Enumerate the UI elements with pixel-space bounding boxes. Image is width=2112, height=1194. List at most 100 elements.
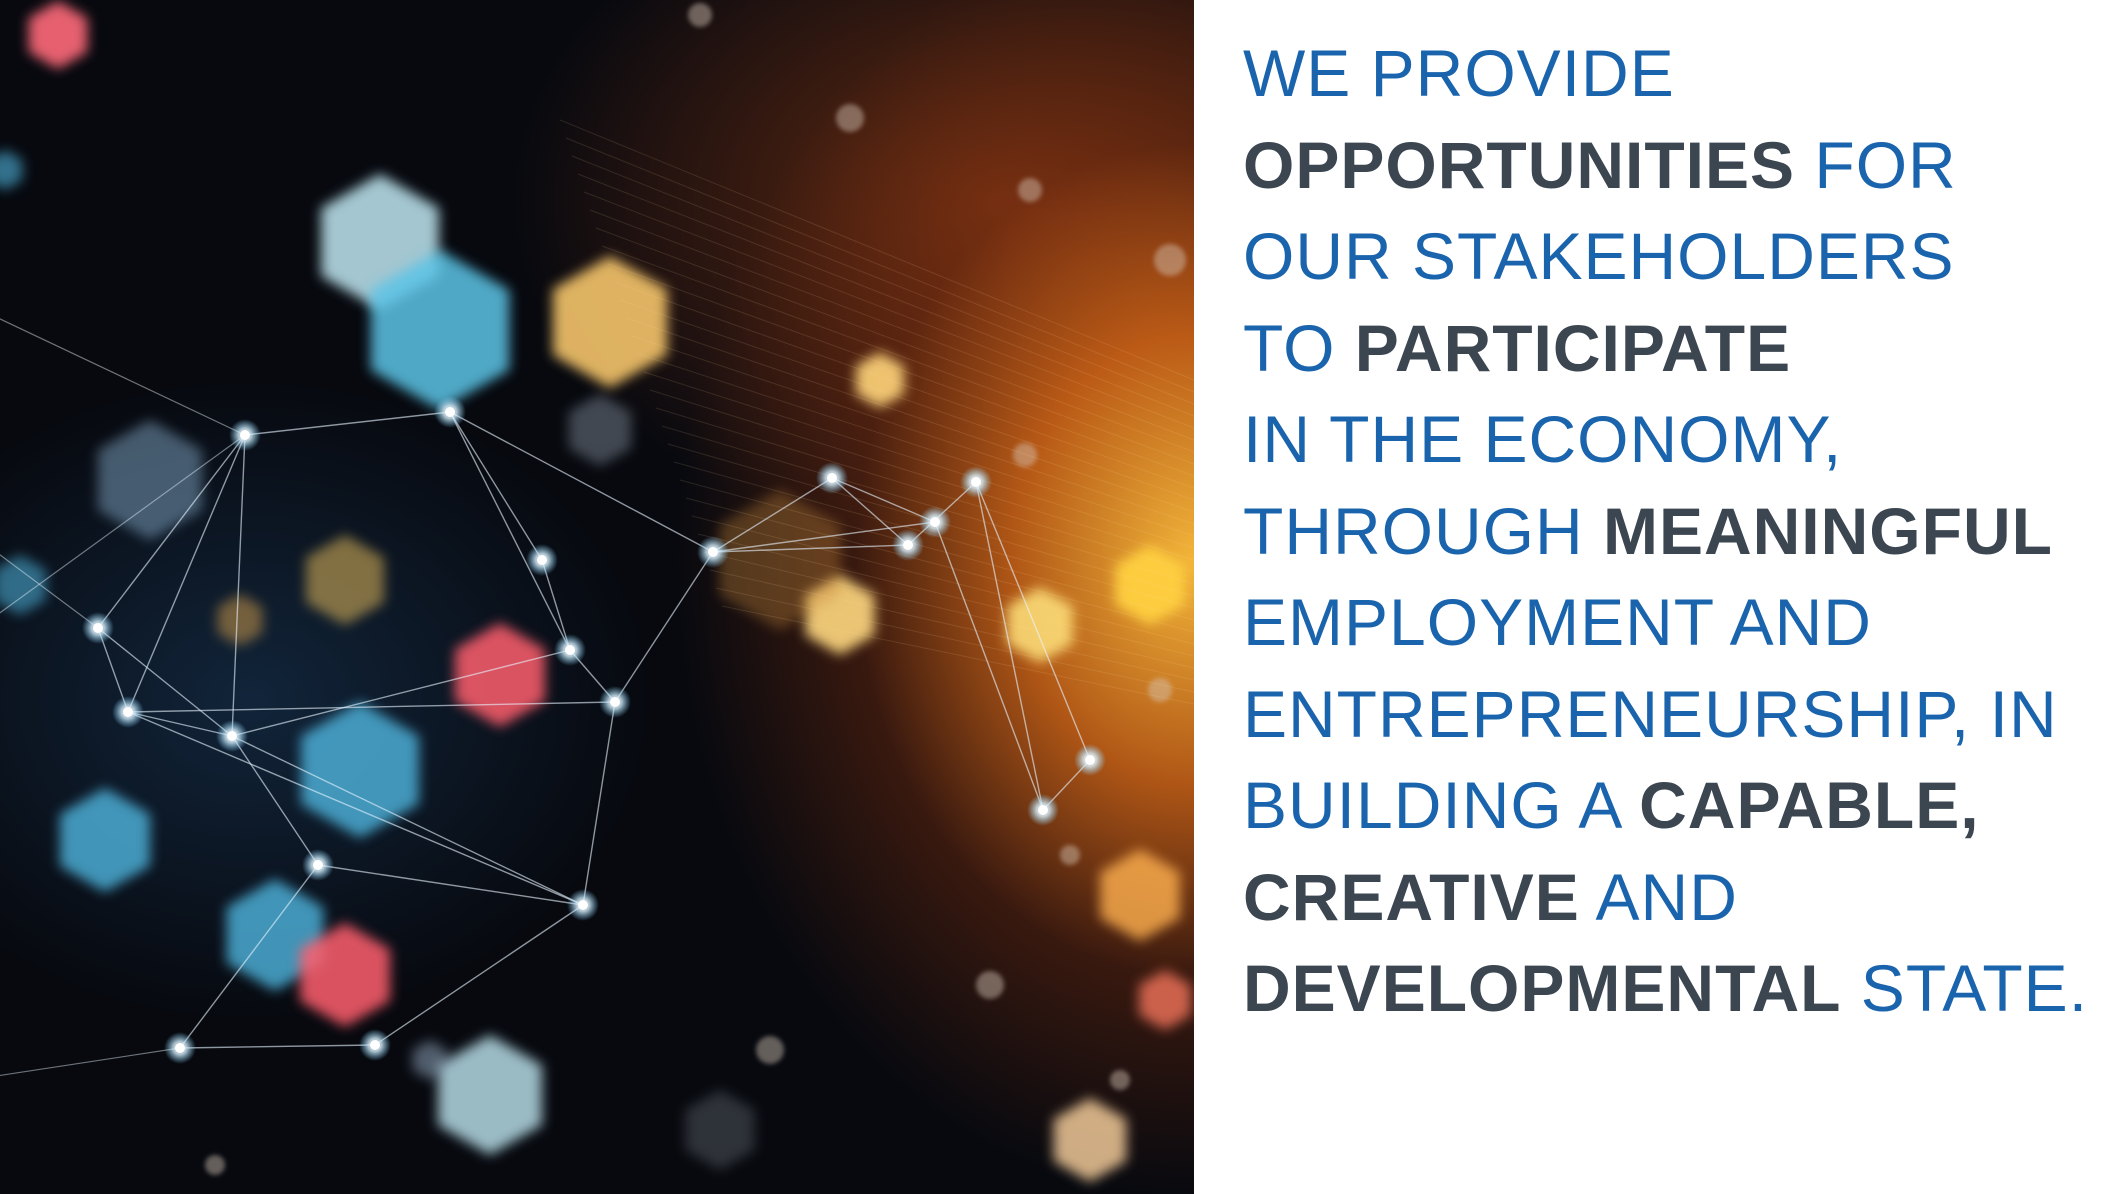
network-link [317,864,584,906]
bokeh-hexagon [412,1040,448,1080]
statement-text: building a [1243,768,1640,842]
network-node [240,430,250,440]
network-link [127,711,584,906]
network-link [975,481,1091,761]
statement-line: building a capable, [1243,760,2103,852]
network-link [231,649,571,737]
network-links [0,318,1091,1077]
bokeh-hexagon [568,394,632,466]
network-link [831,477,936,523]
network-link [244,411,451,436]
network-node [227,731,237,741]
statement-emphasis: participate [1354,310,1792,385]
light-streak [589,209,1194,441]
network-link [231,735,319,866]
bokeh-dot [836,104,864,132]
bokeh-hexagon [1007,587,1073,663]
bokeh-hexagon [0,555,46,615]
light-streak [565,137,1194,393]
light-streak [577,173,1194,417]
network-node [370,1040,380,1050]
bokeh-hexagon [552,256,668,388]
network-link [712,477,833,553]
light-streak [637,353,1194,537]
statement-text: employment and [1243,585,1872,659]
bokeh-hexagon [719,490,841,630]
statement-emphasis: opportunities [1243,127,1796,202]
bokeh-hexagon [306,535,384,625]
bokeh-hexagon [28,1,88,69]
statement-line: in the economy, [1243,394,2103,486]
light-streak [595,227,1194,453]
statement-emphasis: creative [1243,859,1580,934]
bokeh-hexagon [226,879,324,991]
statement-line: opportunities for [1243,120,2103,212]
network-link [0,434,246,614]
bokeh-hexagon [1100,849,1180,941]
statement-line: to participate [1243,303,2103,395]
light-streak [685,497,1194,633]
bokeh-dot [205,1155,225,1175]
network-node [930,517,940,527]
statement-text: in the economy, [1243,402,1843,476]
bokeh-dot [1013,443,1037,467]
network-link [127,434,246,713]
bokeh-hexagon [455,623,545,727]
network-node [313,860,323,870]
network-node [610,697,620,707]
statement-line: through meaningful [1243,486,2103,578]
network-link [934,521,1044,811]
network-node [578,900,588,910]
light-streak [679,479,1194,621]
network-link [97,627,233,737]
network-link [127,711,233,737]
network-link [449,411,543,561]
network-link [0,318,246,436]
light-streak [571,155,1194,405]
network-link [127,701,616,713]
statement-text: and [1579,859,1738,934]
statement-line: creative and [1243,852,2103,944]
statement-text: for [1795,127,1957,202]
bokeh-hexagon [370,250,510,410]
light-streak [631,335,1194,525]
network-link [614,551,714,703]
light-streak [607,263,1194,477]
network-link [0,1047,181,1077]
network-node [93,623,103,633]
light-streak [697,533,1194,657]
network-link [975,481,1044,811]
network-nodes [82,396,1106,1064]
statement-line: employment and [1243,577,2103,669]
network-link [712,521,936,553]
network-node [1085,755,1095,765]
light-streak [583,191,1194,429]
network-node [445,407,455,417]
light-streak [715,587,1194,693]
network-link [179,864,319,1049]
network-link [582,701,616,906]
statement-text: to [1243,310,1355,385]
bokeh-hexagon [1053,1098,1127,1182]
light-streaks [559,119,1194,705]
network-node [565,645,575,655]
statement-text: our stakeholders [1243,219,1955,293]
light-streak [601,245,1194,465]
light-streak [703,551,1194,669]
bokeh-hexagon [60,788,150,892]
network-node [708,547,718,557]
network-link [831,477,909,546]
statement-text: We provide [1243,36,1675,110]
statement-line: our stakeholders [1243,211,2103,303]
light-streak [709,569,1194,681]
bokeh-hexagon [1139,970,1191,1030]
mission-statement: We provide opportunities for our stakeho… [1243,28,2103,1035]
light-streak [559,119,1194,381]
statement-emphasis: capable, [1639,768,1980,842]
bokeh-hexagon [98,420,202,540]
network-node [175,1043,185,1053]
statement-line: developmental state. [1243,943,2103,1035]
light-streak [721,605,1194,705]
network-link [179,1044,376,1049]
